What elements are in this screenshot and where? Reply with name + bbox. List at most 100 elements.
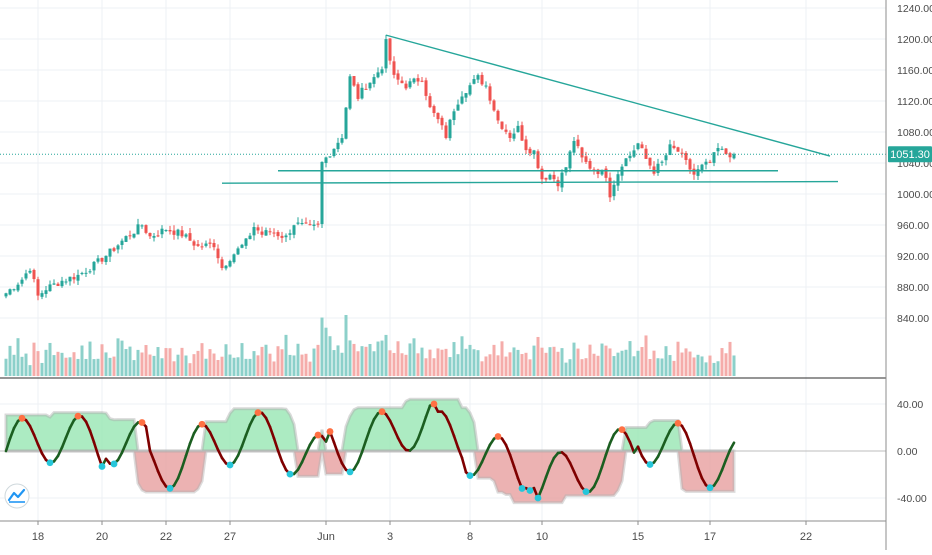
candle-body bbox=[325, 157, 328, 163]
time-axis-tick-label: 22 bbox=[800, 531, 812, 543]
candle-body bbox=[457, 105, 460, 111]
candle-body bbox=[465, 93, 468, 98]
candle bbox=[9, 288, 12, 295]
volume-bar bbox=[153, 356, 156, 376]
oscillator-peak-marker bbox=[139, 419, 146, 426]
volume-bar bbox=[61, 353, 64, 376]
time-axis-tick-label: 3 bbox=[387, 531, 393, 543]
volume-bar bbox=[265, 345, 268, 376]
volume-bar bbox=[69, 357, 72, 376]
volume-bar bbox=[205, 359, 208, 376]
candle-body bbox=[213, 243, 216, 247]
candle-body bbox=[189, 233, 192, 241]
candle-body bbox=[449, 120, 452, 138]
volume-bar bbox=[405, 355, 408, 376]
volume-bar bbox=[729, 342, 732, 376]
candle bbox=[493, 99, 496, 112]
tradingview-logo-icon[interactable] bbox=[5, 484, 29, 508]
candle-body bbox=[89, 271, 92, 272]
oscillator-peak-marker bbox=[315, 432, 322, 439]
candle-body bbox=[105, 256, 108, 262]
volume-bar bbox=[721, 348, 724, 376]
candle-body bbox=[725, 149, 728, 155]
candle-body bbox=[493, 100, 496, 110]
volume-bar bbox=[693, 357, 696, 376]
volume-bar bbox=[625, 350, 628, 376]
volume-bar bbox=[73, 352, 76, 376]
volume-bar bbox=[217, 360, 220, 376]
candle-body bbox=[121, 241, 124, 245]
oscillator-trough-marker bbox=[347, 469, 354, 476]
volume-bar bbox=[681, 353, 684, 376]
volume-bar bbox=[645, 335, 648, 376]
candle-body bbox=[469, 85, 472, 94]
volume-bar bbox=[173, 361, 176, 376]
candle-body bbox=[137, 224, 140, 234]
volume-bar bbox=[477, 350, 480, 376]
volume-bar bbox=[285, 335, 288, 376]
time-axis-tick-label: 8 bbox=[467, 531, 473, 543]
candle-body bbox=[13, 289, 16, 290]
candle bbox=[345, 107, 348, 139]
volume-bar bbox=[337, 345, 340, 376]
volume-bar bbox=[437, 348, 440, 376]
oscillator-peak-marker bbox=[675, 420, 682, 427]
volume-bar bbox=[89, 342, 92, 376]
volume-bar bbox=[17, 338, 20, 376]
oscillator-trough-marker bbox=[583, 488, 590, 495]
candle-body bbox=[477, 75, 480, 80]
volume-bar bbox=[393, 353, 396, 376]
candle-body bbox=[173, 231, 176, 235]
volume-bar bbox=[581, 359, 584, 376]
candle-body bbox=[509, 133, 512, 138]
volume-bar bbox=[121, 341, 124, 376]
price-axis-tick-label: 1000.00 bbox=[897, 189, 932, 201]
oscillator-axis-tick-label: -40.00 bbox=[897, 493, 927, 505]
volume-bar bbox=[133, 360, 136, 376]
candle bbox=[353, 76, 356, 87]
candle-body bbox=[521, 125, 524, 140]
candle-body bbox=[341, 138, 344, 143]
volume-bar bbox=[229, 355, 232, 376]
volume-bar bbox=[317, 345, 320, 376]
volume-bar bbox=[433, 358, 436, 376]
candle-body bbox=[461, 96, 464, 103]
volume-bar bbox=[649, 359, 652, 376]
volume-bar bbox=[117, 338, 120, 376]
volume-bar bbox=[461, 336, 464, 376]
candle-body bbox=[625, 158, 628, 166]
candle-body bbox=[661, 162, 664, 163]
volume-bar bbox=[505, 357, 508, 376]
volume-bar bbox=[37, 351, 40, 376]
oscillator-axis-tick-label: 0.00 bbox=[897, 446, 918, 458]
volume-bar bbox=[349, 340, 352, 376]
oscillator-trough-marker bbox=[287, 471, 294, 478]
candle bbox=[677, 147, 680, 152]
candle-body bbox=[705, 162, 708, 165]
oscillator-trough-marker bbox=[167, 485, 174, 492]
oscillator-peak-marker bbox=[199, 421, 206, 428]
volume-bar bbox=[453, 342, 456, 376]
volume-bar bbox=[553, 347, 556, 376]
oscillator-trough-marker bbox=[47, 459, 54, 466]
volume-bar bbox=[629, 341, 632, 376]
candle-body bbox=[545, 178, 548, 180]
candle-body bbox=[369, 83, 372, 89]
candle-body bbox=[681, 153, 684, 154]
volume-bar bbox=[277, 346, 280, 376]
oscillator-peak-marker bbox=[327, 428, 334, 435]
candle-body bbox=[561, 173, 564, 188]
volume-bar bbox=[657, 358, 660, 376]
volume-bar bbox=[549, 347, 552, 376]
candle-body bbox=[609, 178, 612, 198]
candle-body bbox=[29, 271, 32, 273]
volume-bar bbox=[425, 358, 428, 376]
candle-body bbox=[657, 164, 660, 173]
candle-body bbox=[33, 270, 36, 279]
candle-body bbox=[693, 169, 696, 175]
volume-bar bbox=[33, 343, 36, 376]
candle-body bbox=[529, 149, 532, 153]
candle-body bbox=[557, 180, 560, 186]
oscillator-peak-marker bbox=[255, 409, 262, 416]
candle-body bbox=[37, 279, 40, 295]
